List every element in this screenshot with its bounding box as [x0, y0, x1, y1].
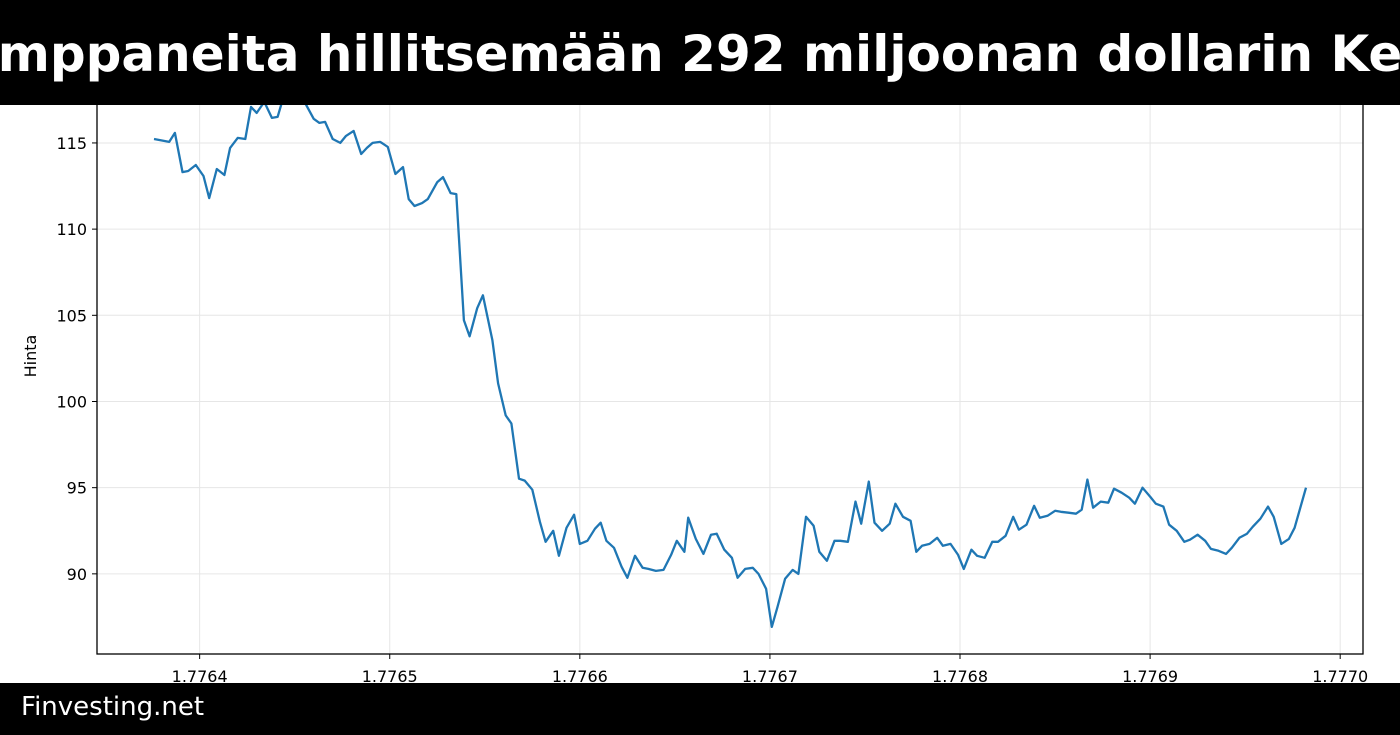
x-tick-label: 1.7765	[362, 667, 418, 686]
y-tick-label: 115	[56, 134, 87, 153]
x-tick-label: 1.7764	[172, 667, 228, 686]
price-line	[153, 84, 1308, 629]
title-banner: mppaneita hillitsemään 292 miljoonan dol…	[0, 0, 1400, 105]
footer-bar: Finvesting.net	[0, 683, 1400, 735]
y-tick-label: 110	[56, 220, 87, 239]
x-tick-label: 1.7767	[742, 667, 798, 686]
grid	[97, 59, 1363, 654]
plot-frame	[96, 58, 1364, 655]
chart-title: mppaneita hillitsemään 292 miljoonan dol…	[0, 25, 1400, 83]
y-tick-label: 105	[56, 306, 87, 325]
x-tick-label: 1.7769	[1122, 667, 1178, 686]
x-axis: 1.7764 1.7765 1.7766 1.7767 1.7768 1.7769 1.77…	[172, 654, 1368, 686]
y-tick-label: 95	[67, 479, 87, 498]
y-axis-label: Hinta	[21, 335, 40, 378]
x-tick-label: 1.7766	[552, 667, 608, 686]
y-tick-label: 100	[56, 392, 87, 411]
x-tick-label: 1.7770	[1312, 667, 1368, 686]
y-axis: 90 95 100 105 110 115	[56, 134, 97, 584]
y-tick-label: 90	[67, 565, 87, 584]
x-tick-label: 1.7768	[932, 667, 988, 686]
brand-logo-text: Finvesting.net	[21, 692, 205, 722]
